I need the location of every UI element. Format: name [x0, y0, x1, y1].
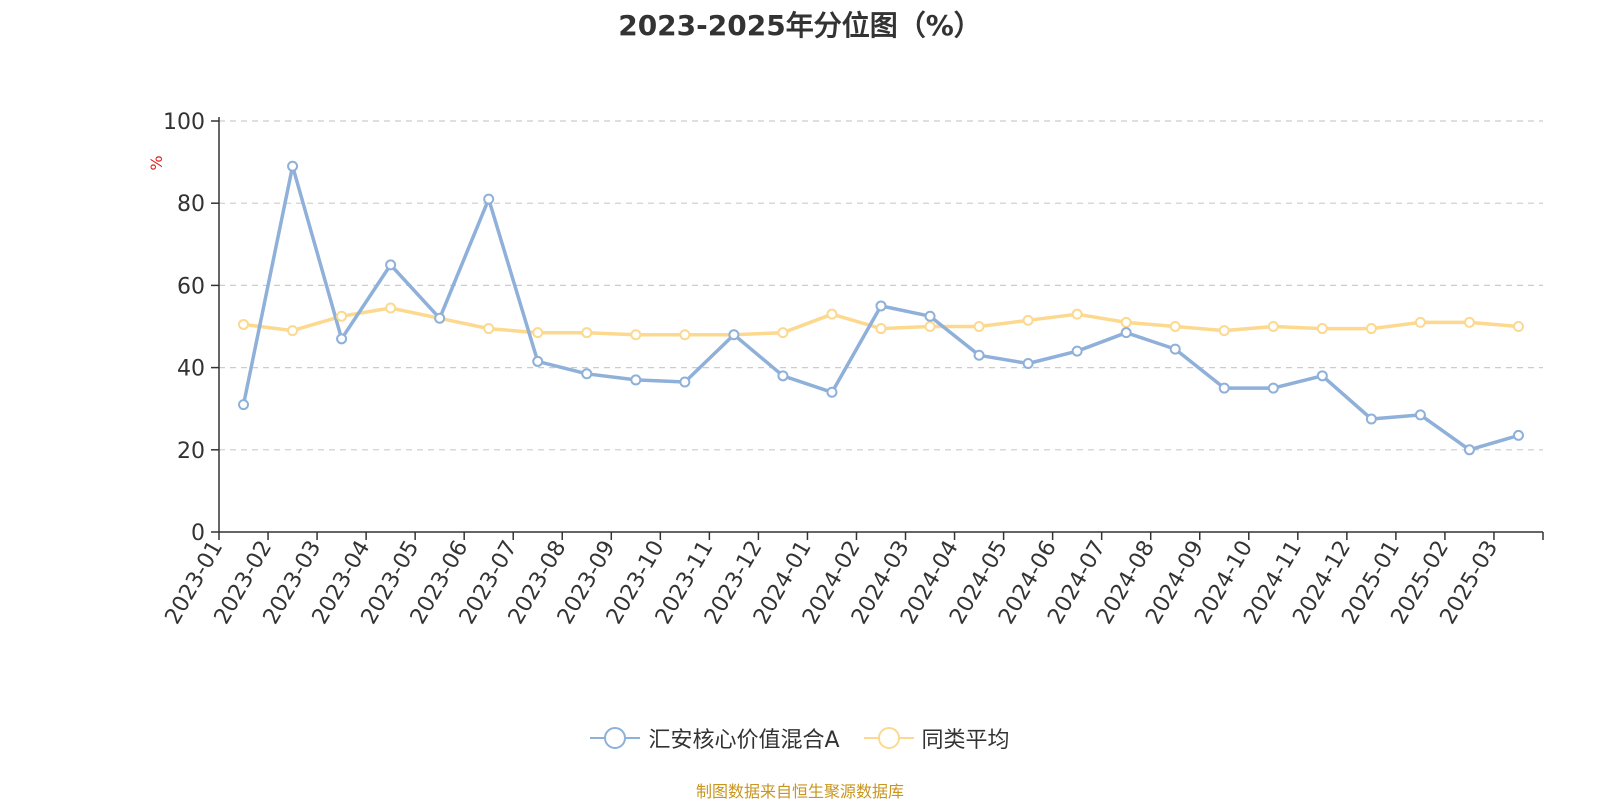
series-0-point-2023-11 [728, 329, 740, 341]
series-1-point-2023-03 [336, 310, 348, 322]
series-0-point-2024-05 [1022, 357, 1034, 369]
legend-fund-icon [590, 727, 641, 749]
series-0-point-2024-11 [1316, 370, 1328, 382]
y-tick-label-60: 60 [177, 274, 205, 299]
series-0-point-2023-01 [238, 399, 250, 411]
chart-title: 2023-2025年分位图（%） [618, 9, 982, 42]
series-0-point-2024-09 [1218, 382, 1230, 394]
series-1-point-2024-03 [924, 321, 936, 332]
series-1-point-2023-10 [679, 329, 691, 341]
series-1-point-2023-04 [385, 302, 397, 314]
series-1-point-2024-01 [826, 308, 838, 320]
y-tick-label-20: 20 [177, 439, 205, 464]
legend-item-fund[interactable]: 汇安核心价值混合A [590, 722, 840, 754]
series-0-point-2025-02 [1463, 444, 1475, 456]
series-0-point-2024-06 [1071, 345, 1083, 357]
series-1-point-2024-10 [1267, 321, 1279, 332]
y-tick-label-80: 80 [177, 192, 205, 217]
series-1-point-2023-02 [287, 325, 299, 337]
source-note: 制图数据来自恒生聚源数据库 [695, 782, 904, 801]
series-1-point-2023-08 [581, 327, 593, 339]
series-0-point-2023-06 [483, 193, 495, 205]
series-0-point-2023-02 [287, 160, 299, 172]
series-0-point-2024-10 [1267, 382, 1279, 394]
series-1-point-2023-07 [532, 327, 544, 339]
legend-fund-label: 汇安核心价值混合A [648, 728, 840, 753]
y-tick-label-40: 40 [177, 357, 205, 382]
series-0-point-2024-04 [973, 349, 985, 361]
legend-average-icon [863, 727, 914, 749]
series-1-point-2023-12 [777, 327, 789, 339]
series-1-point-2024-12 [1365, 323, 1377, 335]
series-1-point-2025-01 [1414, 316, 1426, 328]
series-1-point-2025-03 [1512, 321, 1524, 332]
series-1-point-2023-01 [238, 318, 250, 330]
series-0-point-2023-12 [777, 370, 789, 382]
series-1-point-2024-11 [1316, 323, 1328, 335]
series-1-point-2024-08 [1169, 321, 1181, 332]
series-0-point-2024-02 [875, 300, 887, 312]
series-1-point-2023-09 [630, 329, 642, 341]
series-1-point-2025-02 [1463, 316, 1475, 328]
legend-item-average[interactable]: 同类平均 [863, 722, 1010, 754]
series-0-point-2025-01 [1414, 409, 1426, 421]
series-0-point-2023-03 [336, 333, 348, 345]
series-0-point-2023-07 [532, 355, 544, 367]
series-0-point-2023-09 [630, 374, 642, 386]
series-0-point-2023-10 [679, 376, 691, 388]
series-0-point-2024-07 [1120, 327, 1132, 339]
series-0-point-2025-03 [1512, 429, 1524, 441]
legend: 汇安核心价值混合A 同类平均 [0, 722, 1600, 754]
series-1-point-2024-07 [1120, 316, 1132, 328]
series-0-point-2023-05 [434, 312, 446, 324]
y-axis-label: % [147, 155, 166, 170]
series-0-point-2023-08 [581, 368, 593, 380]
series-1-point-2023-06 [483, 323, 495, 335]
y-tick-label-0: 0 [191, 521, 205, 546]
series-1-point-2024-04 [973, 321, 985, 332]
series-0-point-2023-04 [385, 259, 397, 271]
series-0-point-2024-08 [1169, 343, 1181, 355]
y-tick-label-100: 100 [163, 110, 205, 135]
series-1-point-2024-09 [1218, 325, 1230, 337]
series-0-point-2024-12 [1365, 413, 1377, 425]
legend-average-label: 同类平均 [921, 728, 1010, 753]
series-0-point-2024-01 [826, 386, 838, 398]
series-1-point-2024-06 [1071, 308, 1083, 320]
series-1-point-2024-05 [1022, 314, 1034, 326]
series-1-point-2024-02 [875, 323, 887, 335]
series-0-point-2024-03 [924, 310, 936, 322]
